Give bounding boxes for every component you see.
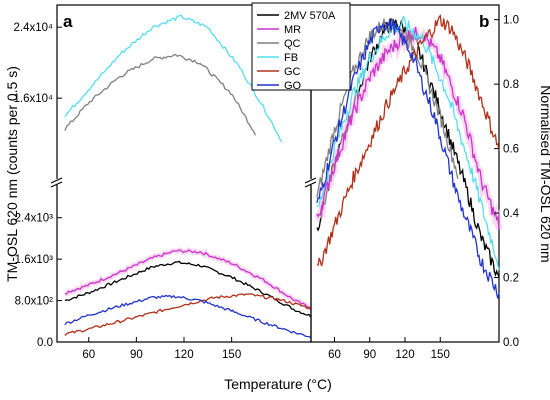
y-tick-label: 1.0 bbox=[503, 15, 519, 27]
y-tick-label: 0.0 bbox=[503, 337, 519, 349]
panel-b-x-ticks: 60 90 120 150 bbox=[328, 337, 450, 361]
y-tick-label: 0.4 bbox=[503, 208, 520, 220]
legend-label: FB bbox=[284, 52, 298, 64]
series-line-go-a bbox=[64, 294, 311, 338]
legend-label: MR bbox=[284, 24, 301, 36]
y-tick-label: 0.8 bbox=[503, 79, 519, 91]
series-line-go-b bbox=[316, 18, 500, 299]
panel-b-plot-area bbox=[314, 14, 502, 299]
x-tick-label: 150 bbox=[431, 349, 450, 361]
panel-a-axis-break bbox=[50, 177, 63, 188]
x-axis-label: Temperature (°C) bbox=[224, 376, 332, 392]
y-tick-label: 2.4x10³ bbox=[15, 213, 54, 225]
legend: 2MV 570A MR QC FB GC GO bbox=[251, 2, 351, 92]
x-tick-label: 90 bbox=[130, 349, 143, 361]
panel-a-x-ticks: 60 90 120 150 bbox=[82, 337, 241, 361]
legend-label: QC bbox=[284, 38, 301, 50]
series-line-fb-b bbox=[316, 15, 500, 271]
panel-b-axis-break bbox=[304, 177, 317, 188]
x-tick-label: 60 bbox=[82, 349, 95, 361]
x-tick-label: 120 bbox=[174, 349, 193, 361]
series-line-fb-a bbox=[64, 14, 283, 143]
legend-label: 2MV 570A bbox=[284, 10, 336, 22]
y-tick-label: 0.0 bbox=[37, 337, 53, 349]
legend-label: GO bbox=[284, 80, 302, 92]
panel-a: a 60 90 120 150 0.0 8.0x10² 1.6x10³ 2.4x10³ 1.6… bbox=[4, 4, 312, 361]
y-tick-label: 8.0x10² bbox=[15, 296, 54, 308]
series-line-mr-a bbox=[64, 249, 311, 310]
x-tick-label: 120 bbox=[395, 349, 414, 361]
legend-label: GC bbox=[284, 66, 301, 78]
panel-b: b 60 90 120 150 0.0 0.2 0.4 0.6 0.8 1.0 Normalis… bbox=[304, 4, 550, 361]
x-tick-label: 60 bbox=[328, 349, 341, 361]
series-line-qc-a bbox=[64, 53, 256, 136]
y-tick-label: 1.6x10⁴ bbox=[14, 93, 54, 105]
series-line-qc-b bbox=[316, 18, 459, 198]
panel-b-y-axis-label: Normalised TM-OSL 620 nm bbox=[538, 85, 550, 262]
series-line-mr-b bbox=[316, 26, 500, 230]
y-tick-label: 2.4x10⁴ bbox=[14, 22, 54, 34]
panel-a-y-ticks: 0.0 8.0x10² 1.6x10³ 2.4x10³ 1.6x10⁴ 2.4x10⁴ bbox=[14, 22, 62, 349]
series-line-2mv-570a-a bbox=[64, 260, 312, 318]
series-line-gc-a bbox=[64, 293, 312, 337]
series-line-gc-b bbox=[316, 14, 500, 267]
y-tick-label: 1.6x10³ bbox=[15, 254, 54, 266]
x-tick-label: 90 bbox=[363, 349, 376, 361]
panel-a-plot-area bbox=[64, 14, 312, 338]
panel-b-letter: b bbox=[479, 12, 489, 31]
y-tick-label: 0.6 bbox=[503, 144, 519, 156]
panel-a-letter: a bbox=[63, 12, 73, 31]
y-tick-label: 0.2 bbox=[503, 273, 519, 285]
legend-box bbox=[251, 2, 351, 91]
panel-a-y-axis-label: TM-OSL 620 nm (counts per 0.5 s) bbox=[4, 66, 20, 282]
panel-b-y-ticks: 0.0 0.2 0.4 0.6 0.8 1.0 bbox=[494, 15, 520, 349]
x-tick-label: 150 bbox=[222, 349, 241, 361]
